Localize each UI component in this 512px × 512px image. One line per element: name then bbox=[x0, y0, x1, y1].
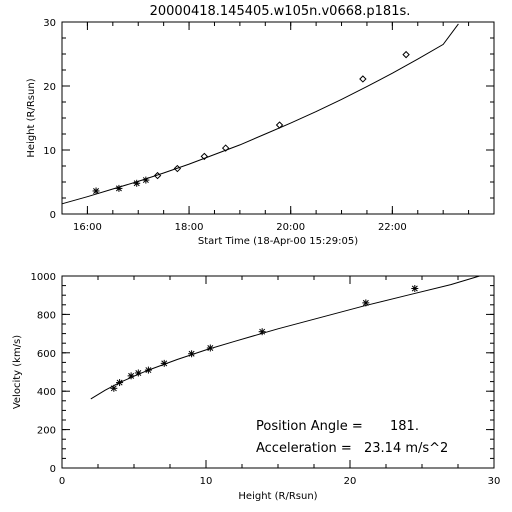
x-tick-label: 30 bbox=[488, 476, 501, 487]
x-tick-label: 10 bbox=[200, 476, 213, 487]
y-tick-label: 0 bbox=[50, 210, 56, 221]
y-tick-label: 0 bbox=[50, 464, 56, 475]
x-tick-label: 18:00 bbox=[175, 222, 204, 233]
y-tick-label: 400 bbox=[37, 387, 56, 398]
velocity-height-plot: 0 10 20 30 0 200 400 600 800 1000 bbox=[31, 272, 501, 487]
asterisk-data-point bbox=[411, 284, 419, 292]
asterisk-data-point bbox=[160, 359, 168, 367]
bottom-y-axis-label: Velocity (km/s) bbox=[12, 335, 23, 409]
y-tick-label: 10 bbox=[43, 146, 56, 157]
top-y-axis-label: Height (R/Rsun) bbox=[26, 78, 37, 157]
asterisk-data-point bbox=[127, 372, 135, 380]
chart-title: 20000418.145405.w105n.v0668.p181s. bbox=[150, 4, 411, 19]
fit-curve bbox=[90, 275, 480, 400]
y-tick-label: 600 bbox=[37, 349, 56, 360]
y-tick-label: 800 bbox=[37, 310, 56, 321]
top-x-axis-label: Start Time (18-Apr-00 15:29:05) bbox=[198, 236, 358, 247]
diamond-data-point bbox=[402, 50, 410, 59]
fit-curve bbox=[61, 23, 459, 205]
x-tick-label: 0 bbox=[59, 476, 65, 487]
position-angle-value: 181. bbox=[390, 419, 419, 434]
y-tick-label: 200 bbox=[37, 426, 56, 437]
y-tick-label: 30 bbox=[43, 18, 56, 29]
position-angle-label: Position Angle = bbox=[256, 419, 363, 434]
acceleration-label: Acceleration = bbox=[256, 441, 352, 456]
x-tick-label: 16:00 bbox=[73, 222, 102, 233]
x-tick-label: 20 bbox=[344, 476, 357, 487]
x-tick-label: 22:00 bbox=[378, 222, 407, 233]
y-tick-label: 1000 bbox=[31, 272, 56, 283]
diamond-data-point bbox=[221, 144, 230, 152]
diamond-data-point bbox=[359, 75, 367, 83]
plot-frame-bottom bbox=[61, 275, 495, 469]
asterisk-data-point bbox=[92, 187, 100, 195]
height-time-plot: 16:00 18:00 20:00 22:00 0 10 20 30 bbox=[43, 18, 495, 233]
bottom-x-axis-label: Height (R/Rsun) bbox=[238, 491, 317, 502]
diamond-data-point bbox=[200, 152, 209, 161]
x-tick-label: 20:00 bbox=[276, 222, 305, 233]
y-tick-label: 20 bbox=[43, 82, 56, 93]
acceleration-value: 23.14 m/s^2 bbox=[364, 441, 448, 456]
